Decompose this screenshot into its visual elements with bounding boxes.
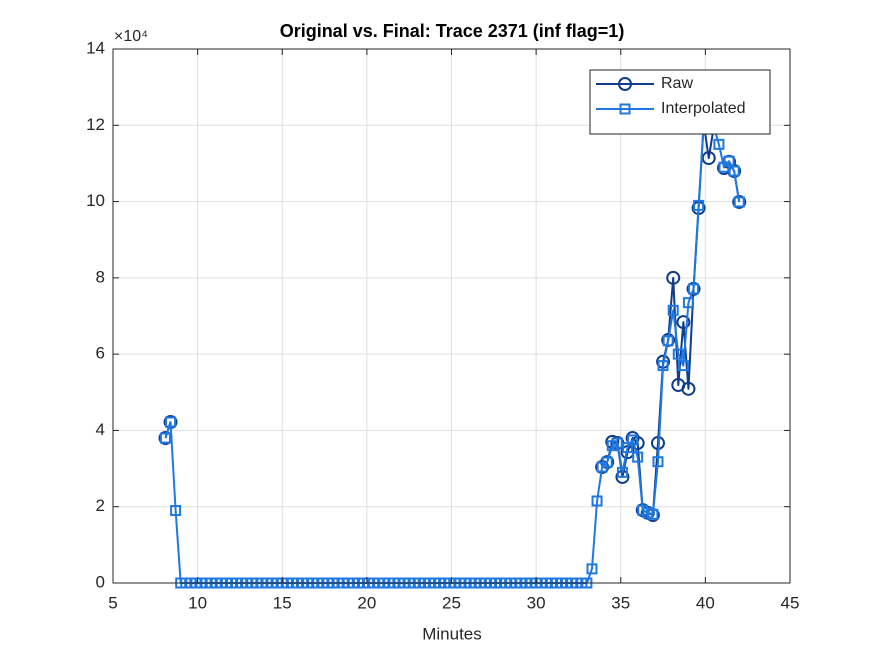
x-tick-label: 10 xyxy=(188,593,207,612)
marker xyxy=(701,151,716,166)
legend-marker xyxy=(619,103,631,115)
x-tick-label: 5 xyxy=(108,593,117,612)
x-tick-label: 20 xyxy=(357,593,376,612)
x-tick-label: 30 xyxy=(527,593,546,612)
marker xyxy=(662,335,674,347)
marker xyxy=(657,360,669,372)
marker xyxy=(682,297,694,309)
x-tick-label: 25 xyxy=(442,593,461,612)
marker xyxy=(627,434,639,446)
ticks: 5 10 15 20 25 30 35 40 45 0 2 4 6 8 10 12 14 xyxy=(86,38,799,612)
marker xyxy=(672,348,684,360)
marker xyxy=(676,315,691,330)
x-axis-label: Minutes xyxy=(422,624,482,643)
marker xyxy=(616,466,628,478)
y-tick-label: 10 xyxy=(86,191,105,210)
y-tick-label: 14 xyxy=(86,38,105,57)
x-tick-label: 40 xyxy=(696,593,715,612)
y-tick-label: 2 xyxy=(96,496,105,515)
marker xyxy=(733,196,745,208)
x-tick-label: 45 xyxy=(781,593,800,612)
x-tick-label: 35 xyxy=(611,593,630,612)
marker xyxy=(728,165,740,177)
marker xyxy=(667,304,679,316)
marker xyxy=(713,138,725,150)
marker xyxy=(601,456,613,468)
chart-title: Original vs. Final: Trace 2371 (inf flag… xyxy=(280,21,625,41)
marker xyxy=(688,283,700,295)
marker xyxy=(666,270,681,285)
marker xyxy=(159,432,171,444)
y-exponent-label: ×10⁴ xyxy=(114,28,148,45)
y-tick-label: 6 xyxy=(96,344,105,363)
marker xyxy=(677,360,689,372)
marker xyxy=(611,437,623,449)
x-tick-label: 15 xyxy=(273,593,292,612)
legend-label: Raw xyxy=(661,75,693,92)
marker xyxy=(681,381,696,396)
y-tick-label: 8 xyxy=(96,267,105,286)
marker xyxy=(170,505,182,517)
marker xyxy=(647,508,659,520)
y-tick-label: 0 xyxy=(96,572,105,591)
marker xyxy=(165,416,177,428)
marker xyxy=(693,199,705,211)
legend: Raw Interpolated xyxy=(589,69,771,135)
y-tick-label: 4 xyxy=(96,420,105,439)
marker xyxy=(591,495,603,507)
y-tick-label: 12 xyxy=(86,115,105,134)
legend-label: Interpolated xyxy=(661,100,746,117)
legend-marker xyxy=(618,77,632,91)
marker xyxy=(632,451,644,463)
marker xyxy=(586,563,598,575)
marker xyxy=(652,456,664,468)
